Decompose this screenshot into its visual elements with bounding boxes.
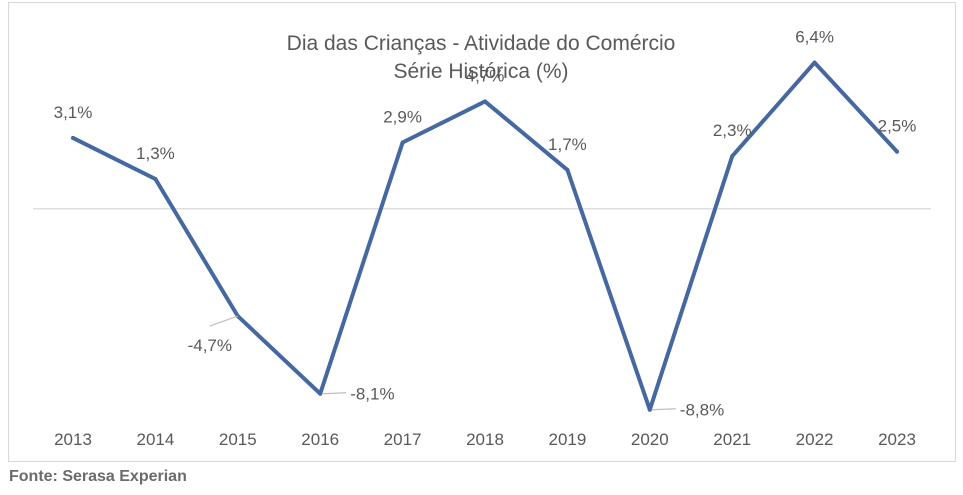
- x-tick-label: 2018: [466, 430, 504, 449]
- data-label: 2,9%: [383, 108, 422, 127]
- data-point: [483, 99, 487, 104]
- data-point: [318, 391, 323, 396]
- source-note: Fonte: Serasa Experian: [9, 468, 187, 485]
- x-tick-label: 2022: [796, 430, 834, 449]
- data-point: [730, 154, 735, 159]
- leader-line: [209, 315, 239, 327]
- data-point: [565, 167, 570, 172]
- data-label: -4,7%: [188, 336, 232, 355]
- x-tick-label: 2013: [54, 430, 92, 449]
- x-tick-label: 2021: [713, 430, 751, 449]
- data-point: [153, 177, 158, 182]
- x-tick-label: 2016: [301, 430, 339, 449]
- x-tick-label: 2014: [136, 430, 174, 449]
- x-tick-label: 2019: [548, 430, 586, 449]
- leader-line: [322, 392, 347, 395]
- data-label: 1,3%: [136, 144, 175, 163]
- x-tick-label: 2023: [878, 430, 916, 449]
- data-label: 3,1%: [54, 103, 93, 122]
- data-point: [71, 135, 75, 140]
- data-point: [812, 60, 817, 65]
- data-label: 2,3%: [713, 121, 752, 140]
- chart-area: Dia das Crianças - Atividade do Comércio…: [8, 2, 956, 462]
- line-chart: Dia das Crianças - Atividade do Comércio…: [33, 28, 931, 449]
- chart-subtitle: Série Histórica (%): [393, 60, 568, 83]
- data-label: 1,7%: [548, 135, 587, 154]
- series-line: [71, 60, 899, 412]
- data-label: 6,4%: [795, 28, 834, 47]
- leader-line: [651, 408, 676, 411]
- data-point: [895, 149, 899, 154]
- x-tick-label: 2017: [384, 430, 422, 449]
- data-point: [400, 140, 405, 145]
- chart-title: Dia das Crianças - Atividade do Comércio: [287, 32, 676, 55]
- data-label: 2,5%: [878, 117, 917, 136]
- x-tick-label: 2020: [631, 430, 669, 449]
- data-point: [647, 407, 652, 412]
- x-tick-label: 2015: [219, 430, 257, 449]
- data-label: -8,1%: [350, 385, 394, 404]
- data-label: 4,7%: [466, 66, 505, 85]
- data-label: -8,8%: [680, 401, 724, 420]
